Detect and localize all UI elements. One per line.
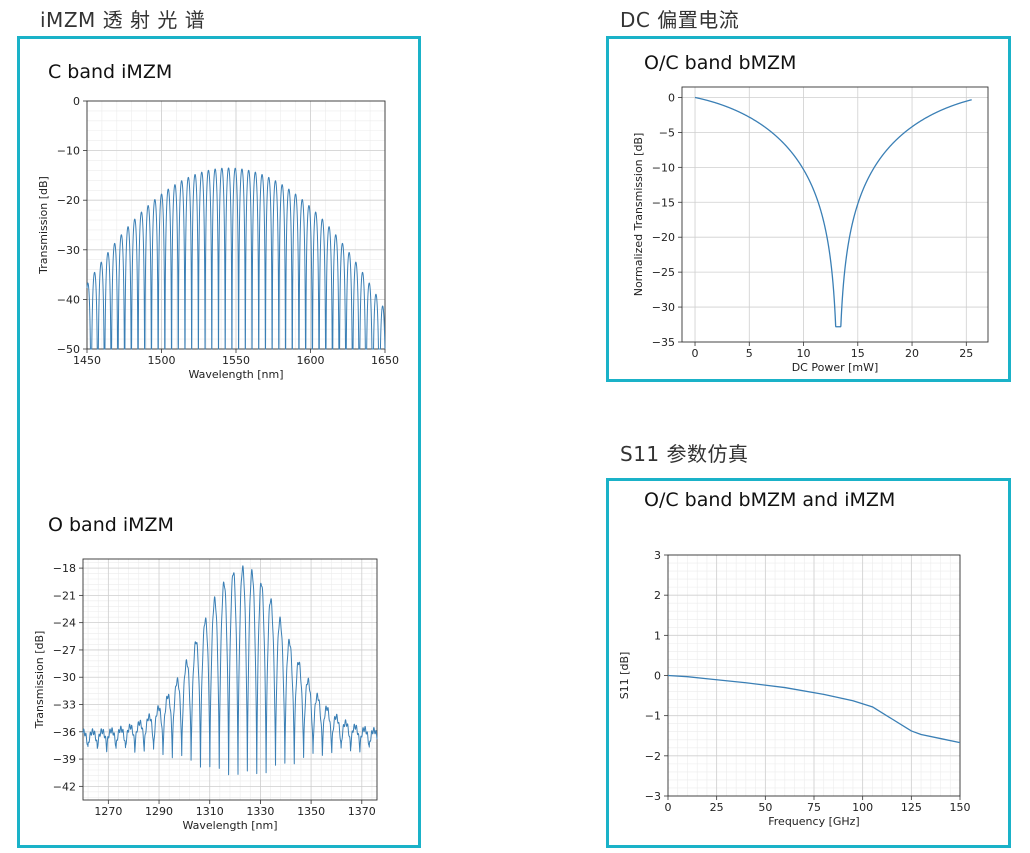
c_band-y-axis-label: Transmission [dB]: [37, 176, 50, 275]
imzm-section-heading: iMZM 透 射 光 谱: [40, 8, 206, 32]
dc_bias-y-tick-label: 0: [668, 91, 675, 104]
s11-y-tick-label: 3: [654, 549, 661, 562]
o_band-x-tick-label: 1270: [94, 805, 122, 818]
c_band-y-tick-label: −10: [57, 145, 80, 158]
o-band-transmission-line: [82, 565, 378, 776]
s11-x-tick-label: 0: [665, 801, 672, 814]
c_band-y-tick-label: −30: [57, 244, 80, 257]
dc_bias-y-tick-label: −30: [652, 301, 675, 314]
dc_bias-x-tick-label: 15: [851, 347, 865, 360]
dc_bias-y-tick-label: −20: [652, 231, 675, 244]
c_band-x-tick-label: 1500: [148, 354, 176, 367]
o_band-x-tick-label: 1310: [196, 805, 224, 818]
o_band-y-axis-label: Transmission [dB]: [33, 631, 46, 730]
c_band-x-axis-label: Wavelength [nm]: [188, 368, 283, 381]
c_band-x-tick-label: 1550: [222, 354, 250, 367]
dc-bias-chart-title: O/C band bMZM: [644, 52, 797, 74]
s11-y-tick-label: 1: [654, 629, 661, 642]
dc_bias-y-tick-label: −25: [652, 266, 675, 279]
s11-y-tick-label: −3: [645, 790, 661, 803]
s11-x-tick-label: 100: [852, 801, 873, 814]
dc_bias-x-tick-label: 25: [959, 347, 973, 360]
o_band-y-tick-label: −30: [53, 671, 76, 684]
dc_bias-plot-frame: [681, 86, 989, 343]
s11-section-heading: S11 参数仿真: [620, 442, 749, 466]
s11-x-axis-label: Frequency [GHz]: [768, 815, 859, 828]
s11-line: [667, 674, 961, 744]
dc-bias-panel: O/C band bMZM: [606, 36, 1011, 382]
s11-y-tick-label: −1: [645, 710, 661, 723]
c-band-chart-title: C band iMZM: [48, 61, 173, 83]
o_band-y-tick-label: −33: [53, 699, 76, 712]
dc_bias-x-tick-label: 10: [797, 347, 811, 360]
dc_bias-y-tick-label: −5: [659, 126, 675, 139]
c_band-y-tick-label: −40: [57, 293, 80, 306]
o_band-y-tick-label: −36: [53, 726, 76, 739]
dc-bias-transmission-line: [694, 96, 973, 328]
c_band-x-tick-label: 1450: [73, 354, 101, 367]
o_band-y-tick-label: −24: [53, 617, 76, 630]
o_band-y-tick-label: −21: [53, 589, 76, 602]
o_band-x-tick-label: 1290: [145, 805, 173, 818]
o_band-x-tick-label: 1350: [297, 805, 325, 818]
s11-x-tick-label: 25: [710, 801, 724, 814]
o_band-x-tick-label: 1330: [246, 805, 274, 818]
s11-panel: O/C band bMZM and iMZM: [606, 478, 1011, 848]
dc_bias-x-axis-label: DC Power [mW]: [792, 361, 879, 374]
c_band-y-tick-label: −20: [57, 194, 80, 207]
o_band-y-tick-label: −27: [53, 644, 76, 657]
s11-y-tick-label: 2: [654, 589, 661, 602]
dc_bias-y-axis-label: Normalized Transmission [dB]: [632, 133, 645, 297]
dc_bias-axes-group: [678, 86, 989, 346]
c_band-y-tick-label: −50: [57, 343, 80, 356]
dc_bias-x-tick-label: 0: [692, 347, 699, 360]
dc-section-heading: DC 偏置电流: [620, 8, 740, 32]
s11-x-tick-label: 50: [758, 801, 772, 814]
dc_bias-x-tick-label: 5: [746, 347, 753, 360]
c_band-y-tick-label: 0: [73, 95, 80, 108]
dc_bias-x-tick-label: 20: [905, 347, 919, 360]
dc_bias-y-tick-label: −35: [652, 336, 675, 349]
s11-y-tick-label: −2: [645, 750, 661, 763]
s11-x-tick-label: 150: [950, 801, 971, 814]
dc_bias-y-tick-label: −10: [652, 161, 675, 174]
o_band-plot-frame: [82, 558, 378, 801]
s11-axes-group: [664, 554, 961, 800]
s11-chart-title: O/C band bMZM and iMZM: [644, 489, 896, 511]
o_band-y-tick-label: −39: [53, 753, 76, 766]
s11-x-tick-label: 75: [807, 801, 821, 814]
o_band-y-tick-label: −18: [53, 562, 76, 575]
o_band-y-tick-label: −42: [53, 780, 76, 793]
o-band-chart-title: O band iMZM: [48, 514, 174, 536]
s11-y-tick-label: 0: [654, 670, 661, 683]
c_band-x-tick-label: 1600: [297, 354, 325, 367]
c-band-transmission-line: [86, 167, 386, 350]
s11-x-tick-label: 125: [901, 801, 922, 814]
o_band-x-tick-label: 1370: [348, 805, 376, 818]
c_band-x-tick-label: 1650: [371, 354, 399, 367]
s11-y-axis-label: S11 [dB]: [618, 652, 631, 700]
dc_bias-y-tick-label: −15: [652, 196, 675, 209]
c_band-plot-frame: [86, 100, 386, 350]
o_band-x-axis-label: Wavelength [nm]: [182, 819, 277, 832]
c_band-axes-group: [83, 100, 386, 353]
